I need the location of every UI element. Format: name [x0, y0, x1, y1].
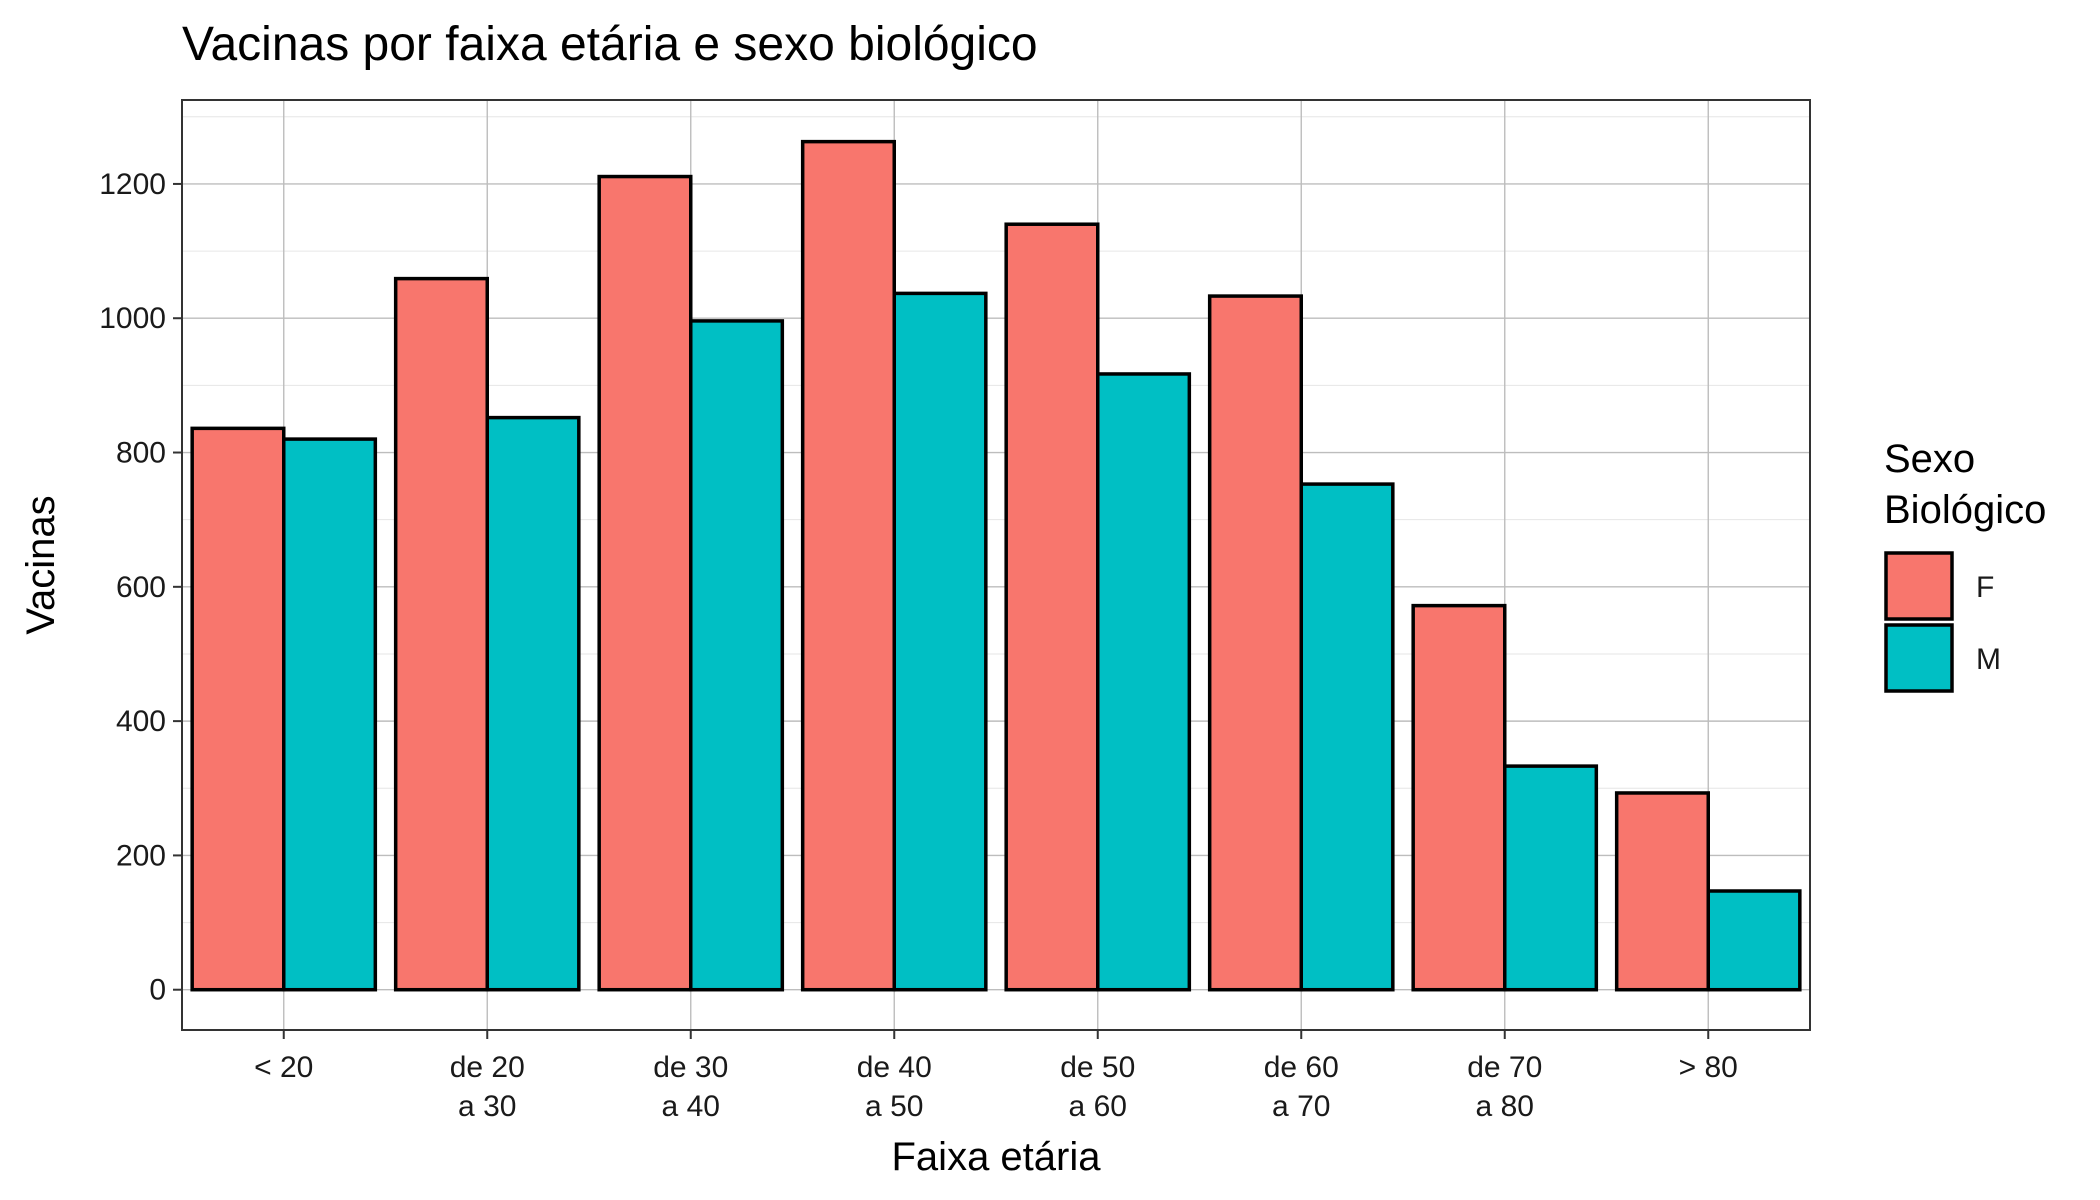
legend: Sexo Biológico F M	[1884, 437, 2046, 693]
bar-f-3	[800, 139, 896, 992]
bar-m-0	[282, 437, 378, 992]
legend-label-f: F	[1976, 571, 1994, 604]
x-tick-label: de 40 a 50	[857, 1051, 932, 1123]
bars-group	[190, 139, 1802, 992]
bar-f-7	[1614, 791, 1711, 992]
bar-m-1	[485, 415, 581, 992]
x-tick-label: de 50 a 60	[1060, 1051, 1135, 1123]
y-tick-label: 200	[116, 839, 166, 872]
bar-f-2	[597, 174, 693, 992]
legend-key-f	[1884, 551, 1954, 621]
bar-f-5	[1207, 294, 1304, 992]
bar-m-2	[689, 319, 785, 992]
y-tick-label: 0	[149, 974, 166, 1007]
bar-m-7	[1706, 889, 1802, 992]
bar-m-4	[1096, 372, 1192, 992]
y-tick-label: 600	[116, 571, 166, 604]
x-tick-label: de 20 a 30	[450, 1051, 525, 1123]
x-tick-label: de 70 a 80	[1467, 1051, 1542, 1123]
bar-f-6	[1411, 603, 1507, 992]
x-tick-label: > 80	[1679, 1051, 1738, 1084]
legend-title-line: Sexo	[1884, 437, 1975, 481]
legend-key-m	[1884, 623, 1954, 693]
bar-f-4	[1004, 222, 1100, 992]
chart-title: Vacinas por faixa etária e sexo biológic…	[182, 18, 1038, 71]
y-tick-label: 1200	[99, 168, 166, 201]
x-axis: < 20 de 20 a 30 de 30 a 40 de 40 a 50 de 50 a 60…	[254, 1030, 1738, 1123]
x-tick-label: < 20	[254, 1051, 313, 1084]
legend-label-m: M	[1976, 643, 2001, 676]
x-axis-title: Faixa etária	[892, 1135, 1102, 1179]
y-axis-title: Vacinas	[19, 495, 63, 634]
bar-f-0	[190, 426, 286, 992]
y-axis: 0 200 400 600 800 1000 1200	[99, 168, 182, 1007]
x-tick-label: de 60 a 70	[1264, 1051, 1339, 1123]
legend-title-line: Biológico	[1884, 488, 2046, 532]
y-tick-label: 1000	[99, 302, 166, 335]
bar-m-6	[1503, 764, 1599, 992]
bar-m-3	[892, 291, 988, 992]
bar-m-5	[1299, 482, 1395, 992]
y-tick-label: 800	[116, 437, 166, 470]
y-tick-label: 400	[116, 705, 166, 738]
panel-border	[181, 99, 1811, 1031]
x-tick-label: de 30 a 40	[653, 1051, 728, 1123]
bar-f-1	[393, 276, 489, 992]
